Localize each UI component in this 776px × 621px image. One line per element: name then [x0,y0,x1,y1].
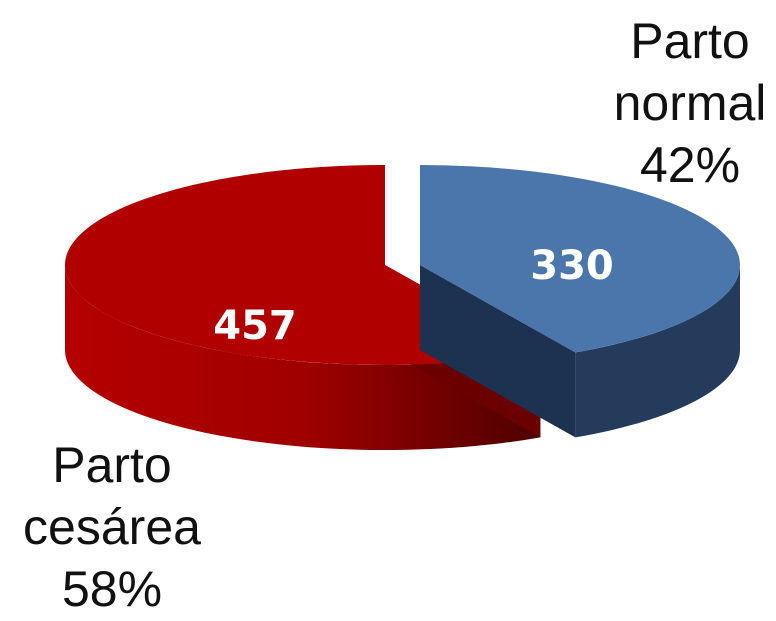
label-line: normal [614,75,767,131]
slice-side [575,265,740,438]
data-label: 330 [530,243,614,289]
category-label: Parto cesárea [23,437,201,555]
label-line: Parto [52,437,172,493]
category-label: Parto normal [614,13,767,131]
percent-label: 42% [640,137,740,193]
slice-cut-face [420,265,576,438]
data-label: 457 [213,303,297,349]
percent-label: 58% [62,561,162,617]
label-line: Parto [630,13,750,69]
pie-slice [420,165,740,353]
slice-side [65,265,541,450]
label-line: cesárea [23,499,201,555]
